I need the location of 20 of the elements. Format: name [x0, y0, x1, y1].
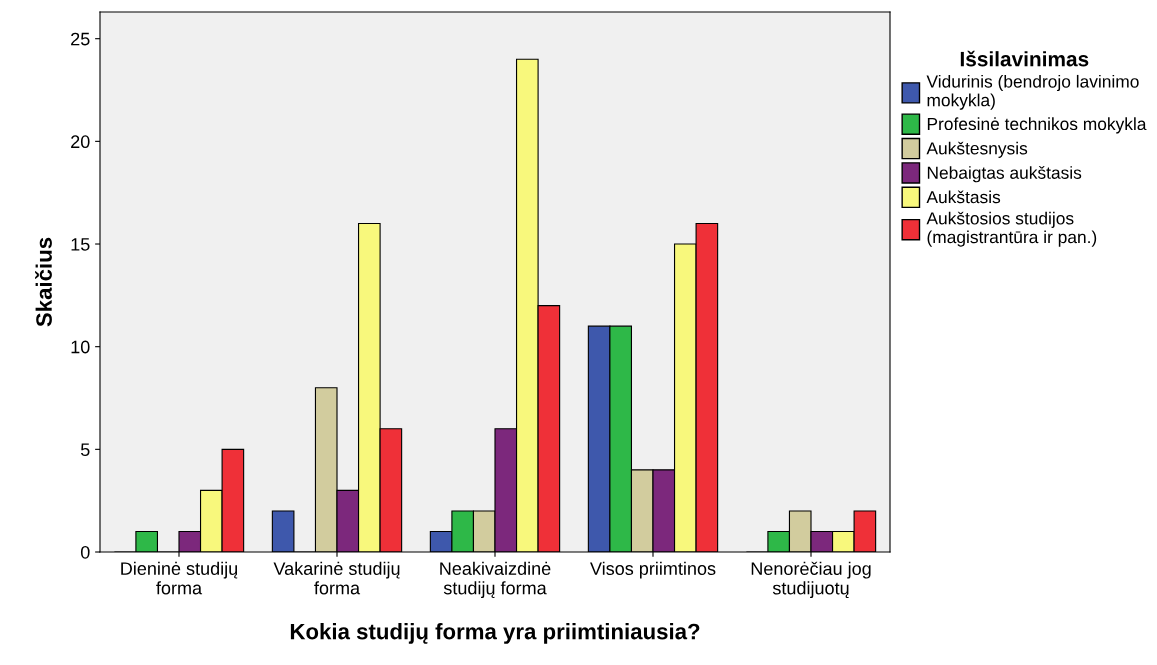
x-tick-label: Vakarinė studijų forma — [273, 561, 400, 595]
legend-label: Vidurinis (bendrojo lavinimo mokykla) — [926, 74, 1139, 110]
x-tick-label: Nenorėčiau jog studijuotų — [751, 561, 871, 599]
y-tick-label: 25 — [71, 32, 90, 46]
y-tick-label: 5 — [80, 443, 90, 457]
x-tick-label: Visos priimtinos — [590, 561, 716, 579]
legend-label: Nebaigtas aukštasis — [927, 166, 1082, 183]
x-tick-label: Neakivaizdinė studijų forma — [440, 561, 551, 599]
legend-title: Išsilavinimas — [960, 50, 1089, 67]
y-tick-label: 0 — [80, 545, 90, 559]
legend-label: Aukštesnysis — [926, 141, 1028, 158]
legend-label: Profesinė technikos mokykla — [927, 117, 1147, 134]
x-axis-title: Kokia studijų forma yra priimtiniausia? — [290, 623, 700, 644]
y-tick-label: 20 — [71, 135, 90, 149]
y-tick-label: 15 — [71, 238, 90, 251]
y-tick-label: 10 — [71, 340, 90, 354]
legend-label: Aukštasis — [926, 190, 1001, 204]
x-tick-label: Dieninė studijų forma — [121, 561, 238, 595]
legend-label: Aukštosios studijos (magistrantūra ir pan.) — [926, 211, 1097, 247]
y-axis-title: Skaičius — [35, 237, 52, 327]
